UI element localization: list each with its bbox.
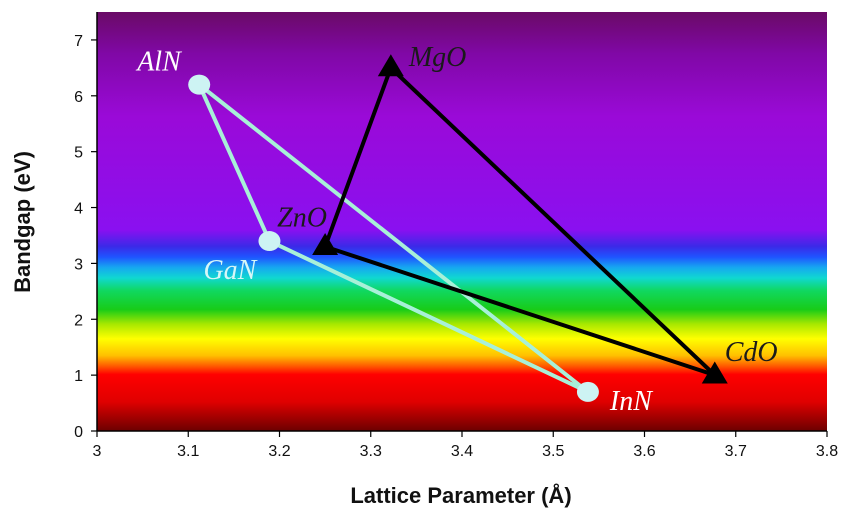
y-tick-label: 5 xyxy=(74,145,83,162)
y-tick-label: 2 xyxy=(74,312,83,329)
x-tick-label: 3.2 xyxy=(268,443,290,460)
x-axis-title: Lattice Parameter (Å) xyxy=(350,482,571,508)
x-tick-label: 3.1 xyxy=(177,443,199,460)
point-label-mgo: MgO xyxy=(408,42,467,73)
oxides-connecting-line xyxy=(323,65,717,378)
y-tick-label: 1 xyxy=(74,368,83,385)
data-point-aln xyxy=(188,74,211,95)
y-tick-label: 0 xyxy=(74,424,83,441)
data-point-zno xyxy=(312,233,339,255)
x-tick-label: 3.7 xyxy=(725,443,747,460)
nitrides-connecting-line xyxy=(197,82,590,394)
data-point-inn xyxy=(576,381,599,402)
y-tick-label: 7 xyxy=(74,33,83,50)
point-label-aln: AlN xyxy=(135,47,182,78)
x-tick-label: 3.5 xyxy=(542,443,564,460)
y-axis-title: Bandgap (eV) xyxy=(10,151,35,293)
data-point-mgo xyxy=(377,54,404,77)
data-point-cdo xyxy=(701,361,728,384)
x-tick-label: 3.6 xyxy=(633,443,655,460)
point-label-zno: ZnO xyxy=(277,203,327,234)
y-tick-label: 6 xyxy=(74,89,83,106)
x-tick-label: 3.3 xyxy=(360,443,382,460)
x-tick-label: 3 xyxy=(93,443,102,460)
y-tick-label: 3 xyxy=(74,256,83,273)
x-tick-label: 3.8 xyxy=(816,443,838,460)
point-label-gan: GaN xyxy=(203,255,257,286)
y-tick-label: 4 xyxy=(74,201,83,218)
data-point-gan xyxy=(258,231,281,252)
spectrum-background xyxy=(97,12,827,431)
point-label-inn: InN xyxy=(609,386,653,417)
point-label-cdo: CdO xyxy=(725,337,778,368)
x-tick-label: 3.4 xyxy=(451,443,473,460)
